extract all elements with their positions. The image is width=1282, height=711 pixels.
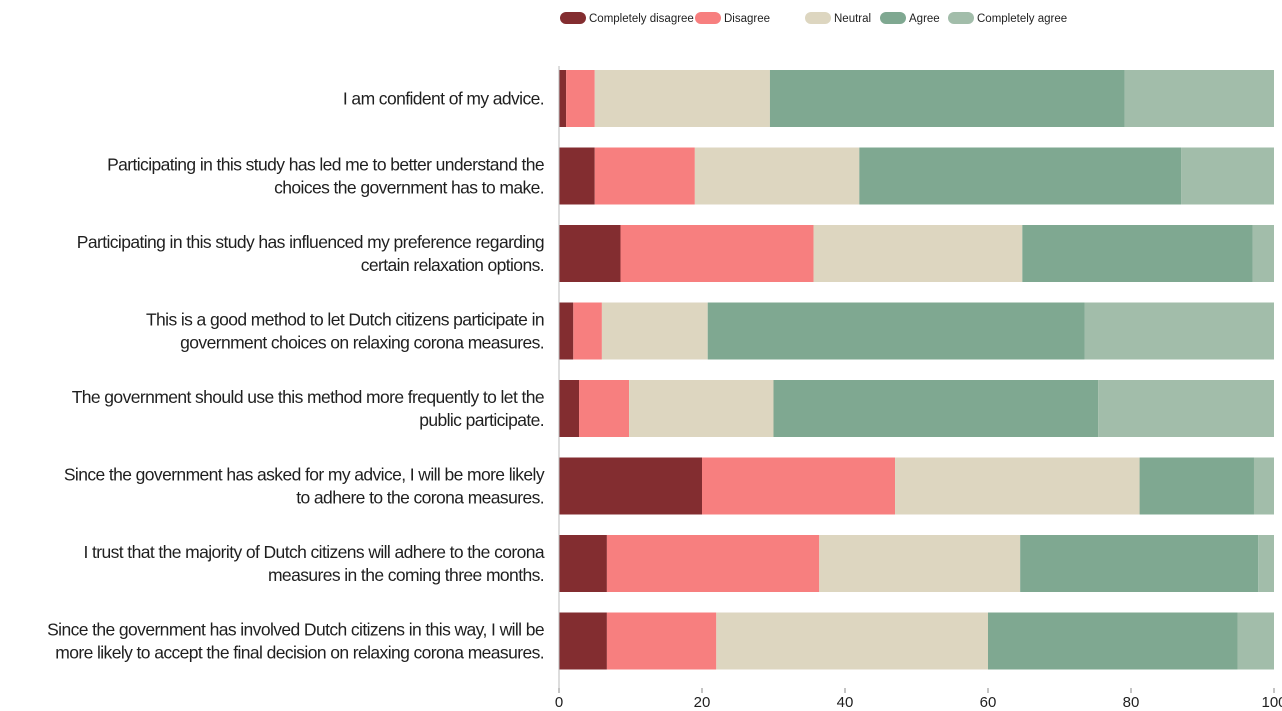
bar-segment	[819, 535, 1021, 592]
bar-segment	[813, 225, 1023, 282]
category-label: The government should use this method mo…	[72, 387, 544, 430]
bar-segment	[559, 70, 567, 127]
legend-label: Agree	[909, 13, 940, 25]
category-label-line: to adhere to the corona measures.	[296, 488, 544, 508]
bar-segment	[694, 147, 860, 205]
bar-segment	[1252, 225, 1274, 282]
category-label-line: choices the government has to make.	[274, 178, 544, 198]
category-label-line: Participating in this study has influenc…	[77, 232, 544, 252]
x-tick-label: 80	[1123, 694, 1140, 711]
category-label: This is a good method to let Dutch citiz…	[146, 310, 544, 353]
bar-segment	[566, 70, 595, 127]
legend-label: Neutral	[834, 13, 871, 25]
category-label: I trust that the majority of Dutch citiz…	[83, 542, 544, 585]
bar-segment	[620, 225, 814, 282]
bar-segment	[559, 535, 607, 592]
legend-label: Disagree	[724, 13, 770, 25]
bar-segment	[559, 302, 574, 360]
bars	[559, 70, 1274, 670]
category-label-line: more likely to accept the final decision…	[55, 643, 544, 663]
x-tick-label: 0	[555, 694, 563, 711]
legend: Completely disagree Disagree Neutral Agree C…	[560, 12, 1067, 25]
category-label-line: I trust that the majority of Dutch citiz…	[83, 542, 544, 562]
category-label-line: government choices on relaxing corona me…	[180, 333, 544, 353]
legend-item: Agree	[880, 12, 940, 25]
bar-segment	[1139, 457, 1254, 515]
bar-segment	[559, 147, 595, 205]
category-label: Since the government has involved Dutch …	[47, 620, 544, 663]
legend-item: Completely agree	[948, 12, 1067, 25]
bar-segment	[1253, 457, 1274, 515]
bar-segment	[716, 612, 988, 670]
legend-swatch	[948, 12, 974, 24]
bar-segment	[1084, 302, 1274, 360]
category-label-line: I am confident of my advice.	[343, 89, 544, 109]
x-tick-label: 100	[1261, 694, 1282, 711]
bar-segment	[1022, 225, 1253, 282]
category-label-line: This is a good method to let Dutch citiz…	[146, 310, 544, 330]
legend-item: Disagree	[695, 12, 770, 25]
bar-segment	[1098, 380, 1274, 437]
x-tick-label: 60	[980, 694, 997, 711]
category-label-line: certain relaxation options.	[361, 255, 544, 275]
category-label: Participating in this study has led me t…	[107, 155, 544, 198]
legend-label: Completely disagree	[589, 13, 694, 25]
x-axis-ticks: 0 20 40 60 80 100	[555, 688, 1282, 711]
legend-swatch	[695, 12, 721, 24]
x-tick-label: 40	[837, 694, 854, 711]
x-tick-label: 20	[694, 694, 711, 711]
bar-segment	[1124, 70, 1274, 127]
bar-segment	[895, 457, 1140, 515]
legend-item: Completely disagree	[560, 12, 694, 25]
bar-segment	[594, 147, 695, 205]
bar-segment	[606, 612, 717, 670]
bar-segment	[601, 302, 708, 360]
bar-segment	[559, 380, 580, 437]
category-label-line: Since the government has involved Dutch …	[47, 620, 544, 640]
bar-segment	[769, 70, 1125, 127]
bar-segment	[559, 612, 607, 670]
bar-segment	[773, 380, 1099, 437]
bar-segment	[629, 380, 774, 437]
bar-segment	[606, 535, 820, 592]
legend-swatch	[560, 12, 586, 24]
bar-segment	[594, 70, 770, 127]
bar-segment	[1237, 612, 1274, 670]
category-label-line: public participate.	[419, 410, 544, 430]
category-label-line: measures in the coming three months.	[268, 565, 544, 585]
category-label-line: Since the government has asked for my ad…	[64, 465, 545, 485]
legend-swatch	[880, 12, 906, 24]
bar-segment	[559, 225, 621, 282]
bar-segment	[1181, 147, 1274, 205]
category-label: Since the government has asked for my ad…	[64, 465, 545, 508]
category-labels: I am confident of my advice. Participatin…	[47, 89, 545, 663]
category-label: I am confident of my advice.	[343, 89, 544, 109]
legend-label: Completely agree	[977, 13, 1067, 25]
bar-segment	[702, 457, 896, 515]
bar-segment	[1258, 535, 1274, 592]
bar-segment	[1020, 535, 1259, 592]
category-label-line: The government should use this method mo…	[72, 387, 544, 407]
legend-swatch	[805, 12, 831, 24]
bar-segment	[579, 380, 630, 437]
legend-item: Neutral	[805, 12, 871, 25]
bar-segment	[559, 457, 702, 515]
bar-segment	[573, 302, 602, 360]
category-label-line: Participating in this study has led me t…	[107, 155, 544, 175]
category-label: Participating in this study has influenc…	[77, 232, 544, 275]
bar-segment	[859, 147, 1182, 205]
bar-segment	[707, 302, 1085, 360]
bar-segment	[988, 612, 1238, 670]
